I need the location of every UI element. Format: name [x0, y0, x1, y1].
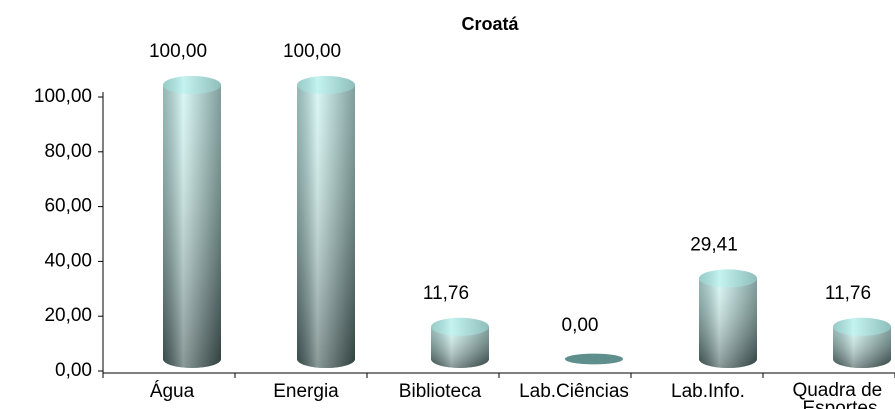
- bar-top: [431, 317, 489, 336]
- y-tick-label: 60,00: [44, 196, 92, 217]
- bar-top: [699, 269, 757, 288]
- bar-shade: [431, 326, 489, 368]
- data-label: 11,76: [423, 283, 469, 304]
- data-label: 11,76: [825, 283, 871, 304]
- bar-top: [833, 317, 891, 336]
- bar-shade: [699, 278, 757, 368]
- bar-shade: [163, 85, 221, 368]
- bar-shade: [297, 85, 355, 368]
- x-tick-label: Quadra de Esportes: [792, 380, 887, 409]
- y-tick-label: 40,00: [44, 250, 92, 271]
- x-tick-label: Energia: [273, 381, 339, 402]
- x-tick-label: Água: [150, 381, 195, 402]
- bar: [297, 76, 355, 368]
- data-label: 100,00: [283, 41, 341, 62]
- x-tick-label: Lab.Ciências: [519, 381, 629, 402]
- bar: [431, 317, 489, 368]
- data-label: 100,00: [149, 41, 207, 62]
- x-tick-label: Biblioteca: [399, 381, 482, 402]
- x-tick-label: Lab.Info.: [671, 381, 745, 402]
- bar: [699, 269, 757, 368]
- data-label: 0,00: [562, 315, 599, 336]
- y-tick-label: 0,00: [55, 360, 92, 381]
- bar-shade: [833, 326, 891, 368]
- bar: [565, 353, 623, 365]
- bar: [163, 76, 221, 368]
- chart-title: Croatá: [461, 14, 519, 34]
- y-tick-label: 80,00: [44, 141, 92, 162]
- bar-top: [163, 76, 221, 94]
- y-tick-label: 100,00: [34, 86, 92, 107]
- data-label: 29,41: [690, 234, 738, 255]
- bar-top: [297, 76, 355, 94]
- y-tick-label: 20,00: [44, 305, 92, 326]
- bar: [833, 317, 891, 368]
- bar-top: [565, 353, 623, 365]
